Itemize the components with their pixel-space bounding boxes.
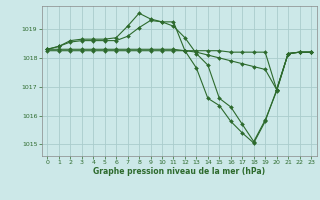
X-axis label: Graphe pression niveau de la mer (hPa): Graphe pression niveau de la mer (hPa) [93,167,265,176]
